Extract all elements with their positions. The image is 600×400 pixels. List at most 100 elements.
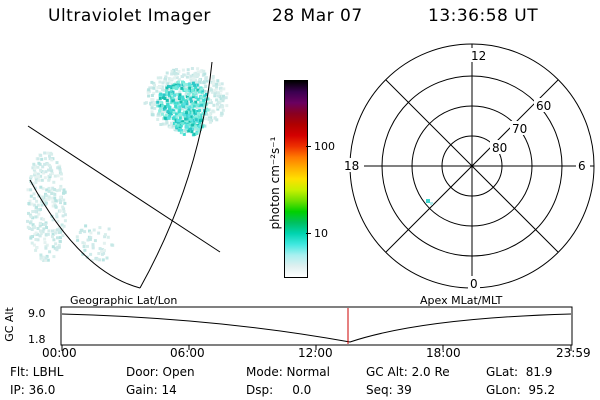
emission-pixel <box>51 186 55 190</box>
emission-pixel <box>163 116 167 120</box>
emission-pixel <box>213 92 217 96</box>
timeline-ytick-1: 1.8 <box>28 333 46 346</box>
emission-pixel <box>27 211 30 215</box>
emission-pixel <box>195 93 199 97</box>
emission-pixel <box>186 119 190 123</box>
emission-pixel <box>47 229 51 233</box>
emission-pixel <box>39 168 43 172</box>
emission-pixel <box>177 80 181 84</box>
info-gc-alt: GC Alt: 2.0 Re <box>366 365 450 379</box>
emission-pixel <box>184 93 188 97</box>
emission-pixel <box>193 83 197 87</box>
emission-pixel <box>190 111 194 115</box>
emission-pixel <box>51 218 55 222</box>
emission-pixel <box>159 92 163 96</box>
emission-pixel <box>197 129 201 133</box>
emission-pixel <box>143 101 147 105</box>
emission-pixel <box>177 99 181 103</box>
emission-pixel <box>187 114 191 118</box>
emission-pixel <box>165 121 169 125</box>
emission-pixel <box>178 105 182 109</box>
emission-pixel <box>191 109 195 113</box>
emission-pixel <box>150 80 154 84</box>
emission-pixel <box>168 94 171 98</box>
timeline-y-axis-label: GC Alt <box>2 307 16 342</box>
emission-pixel <box>147 88 151 92</box>
emission-pixel <box>53 188 57 191</box>
emission-pixel <box>185 75 189 79</box>
emission-pixel <box>44 157 47 161</box>
emission-pixel <box>63 201 67 205</box>
emission-pixel <box>159 76 163 80</box>
emission-pixel <box>44 246 48 250</box>
emission-pixel <box>45 226 48 229</box>
emission-pixel <box>159 123 163 126</box>
emission-pixel <box>47 168 50 172</box>
terminator-line <box>27 125 221 253</box>
emission-pixel <box>175 71 179 75</box>
emission-pixel <box>211 109 215 113</box>
emission-pixel <box>110 243 114 247</box>
emission-pixel <box>170 82 174 86</box>
emission-pixel <box>200 95 204 99</box>
emission-pixel <box>52 255 56 259</box>
emission-pixel <box>187 97 190 101</box>
emission-pixel <box>203 83 207 86</box>
emission-pixel <box>184 117 188 121</box>
emission-pixel <box>193 78 197 82</box>
emission-pixel <box>177 128 181 132</box>
emission-pixel <box>168 114 172 118</box>
emission-pixel <box>198 78 201 82</box>
timeline-xtick-2359: 23:59 <box>556 346 591 360</box>
emission-pixel <box>158 107 162 111</box>
emission-pixel <box>60 223 64 227</box>
emission-pixel <box>191 88 195 92</box>
auroral-image-panel <box>26 61 229 289</box>
emission-pixel <box>101 248 105 252</box>
emission-pixel <box>196 103 199 107</box>
emission-pixel <box>29 215 33 219</box>
emission-pixel <box>192 93 195 97</box>
emission-pixel <box>39 232 43 236</box>
emission-pixel <box>188 111 192 115</box>
emission-pixel <box>30 228 34 231</box>
emission-pixel <box>198 121 202 125</box>
emission-pixel <box>183 82 186 86</box>
emission-pixel <box>44 198 48 202</box>
emission-pixel <box>41 187 45 191</box>
emission-pixel <box>52 180 56 184</box>
emission-pixel <box>63 219 67 223</box>
emission-pixel <box>219 89 223 93</box>
emission-pixel <box>190 84 194 88</box>
emission-pixel <box>184 127 188 131</box>
emission-pixel <box>173 126 177 130</box>
emission-pixel <box>187 82 191 86</box>
emission-pixel <box>211 82 215 86</box>
emission-pixel <box>165 90 168 93</box>
emission-pixel <box>34 175 38 179</box>
emission-pixel <box>31 226 35 230</box>
emission-pixel <box>33 171 37 175</box>
emission-pixel <box>36 208 40 211</box>
emission-pixel <box>48 157 52 161</box>
emission-pixel <box>50 192 54 195</box>
emission-pixel <box>174 98 178 102</box>
orbit-track-arc <box>139 61 213 289</box>
emission-pixel <box>39 253 43 257</box>
emission-pixel <box>194 125 198 129</box>
info-filter: Flt: LBHL <box>10 365 64 379</box>
emission-pixel <box>193 91 197 95</box>
timeline-xtick-0600: 06:00 <box>170 346 205 360</box>
emission-pixel <box>178 119 182 123</box>
emission-pixel <box>177 78 181 82</box>
emission-pixel <box>37 178 41 182</box>
emission-pixel <box>32 183 36 187</box>
emission-pixel <box>218 95 222 99</box>
emission-pixel <box>91 243 95 247</box>
colorbar-tick-100-mark <box>306 146 311 147</box>
emission-pixel <box>33 186 37 190</box>
timeline-xtick-1800: 18:00 <box>426 346 461 360</box>
emission-pixel <box>48 154 51 158</box>
emission-pixel <box>194 100 198 104</box>
mlt-label-12: 12 <box>471 49 486 63</box>
